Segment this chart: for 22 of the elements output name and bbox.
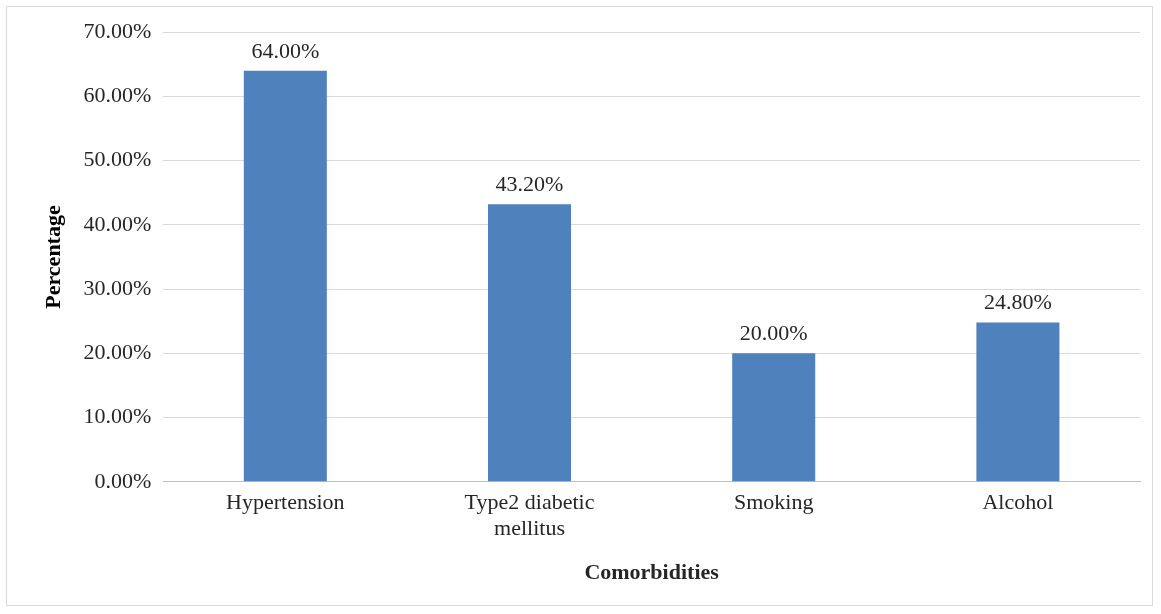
x-tick-label: Type2 diabetic mellitus bbox=[464, 488, 595, 541]
y-tick-label: 0.00% bbox=[94, 467, 152, 493]
y-axis-title: Percentage bbox=[39, 205, 65, 309]
data-label: 43.20% bbox=[495, 171, 564, 197]
y-tick-label: 10.00% bbox=[83, 403, 152, 429]
data-label: 64.00% bbox=[251, 37, 320, 63]
data-label: 24.80% bbox=[983, 289, 1052, 315]
x-axis-title: Comorbidities bbox=[584, 559, 720, 585]
y-tick-label: 40.00% bbox=[83, 210, 152, 236]
x-tick-label: Smoking bbox=[733, 488, 814, 514]
bar bbox=[243, 70, 327, 482]
y-tick-label: 70.00% bbox=[83, 17, 152, 43]
bar bbox=[488, 204, 572, 482]
y-tick-label: 50.00% bbox=[83, 146, 152, 172]
y-tick-label: 30.00% bbox=[83, 274, 152, 300]
bar bbox=[976, 322, 1060, 482]
x-tick-label: Hypertension bbox=[226, 488, 345, 514]
y-tick-label: 20.00% bbox=[83, 339, 152, 365]
data-label: 20.00% bbox=[739, 320, 808, 346]
bar bbox=[732, 353, 816, 482]
y-tick-label: 60.00% bbox=[83, 82, 152, 108]
x-tick-label: Alcohol bbox=[982, 488, 1054, 514]
